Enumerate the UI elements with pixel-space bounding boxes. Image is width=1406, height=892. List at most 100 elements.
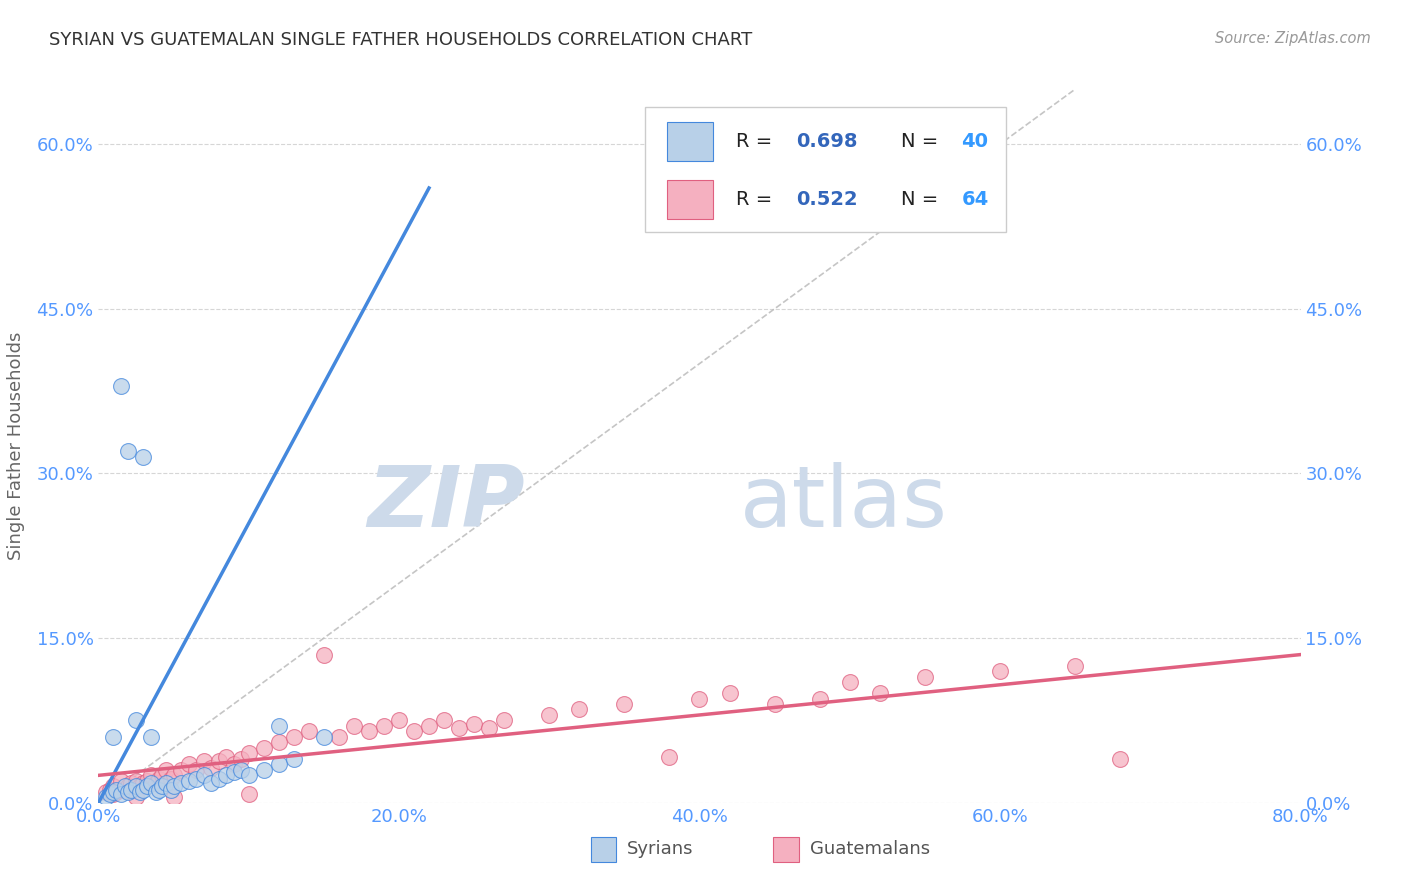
Point bbox=[231, 763, 253, 777]
Point bbox=[215, 749, 238, 764]
Point bbox=[94, 785, 117, 799]
Point bbox=[215, 768, 238, 782]
Point bbox=[155, 763, 177, 777]
Point bbox=[914, 669, 936, 683]
Point bbox=[135, 780, 157, 794]
Point bbox=[162, 768, 184, 782]
Point bbox=[184, 772, 207, 786]
Point bbox=[103, 787, 125, 801]
Point bbox=[238, 787, 260, 801]
Point bbox=[222, 765, 245, 780]
FancyBboxPatch shape bbox=[666, 121, 713, 161]
Point bbox=[110, 773, 132, 788]
Text: Syrians: Syrians bbox=[627, 840, 693, 858]
Text: R =: R = bbox=[735, 190, 778, 210]
Point bbox=[253, 763, 276, 777]
Point bbox=[200, 776, 222, 790]
Point bbox=[145, 776, 167, 790]
Point bbox=[159, 772, 181, 786]
Point bbox=[298, 724, 321, 739]
Point bbox=[125, 790, 148, 805]
Point bbox=[132, 782, 155, 797]
Point bbox=[689, 691, 711, 706]
Point bbox=[139, 730, 162, 744]
Point bbox=[121, 782, 143, 797]
Point bbox=[283, 730, 305, 744]
Point bbox=[208, 754, 231, 768]
Point bbox=[658, 749, 681, 764]
Text: 64: 64 bbox=[962, 190, 988, 210]
Text: N =: N = bbox=[901, 190, 945, 210]
Text: 40: 40 bbox=[962, 132, 988, 151]
Point bbox=[100, 782, 122, 797]
Point bbox=[139, 768, 162, 782]
Point bbox=[283, 752, 305, 766]
Point bbox=[117, 785, 139, 799]
Point bbox=[129, 780, 152, 794]
Point bbox=[613, 697, 636, 711]
Point bbox=[1064, 658, 1087, 673]
Point bbox=[538, 708, 561, 723]
Point bbox=[103, 785, 125, 799]
Point bbox=[238, 747, 260, 761]
Point bbox=[418, 719, 440, 733]
Point bbox=[388, 714, 411, 728]
Text: R =: R = bbox=[735, 132, 778, 151]
Point bbox=[110, 378, 132, 392]
Point bbox=[150, 768, 173, 782]
Point bbox=[114, 782, 136, 797]
Text: 0.698: 0.698 bbox=[796, 132, 858, 151]
Point bbox=[145, 785, 167, 799]
Point bbox=[162, 790, 184, 805]
Point bbox=[117, 780, 139, 794]
Text: atlas: atlas bbox=[740, 461, 948, 545]
Point bbox=[253, 740, 276, 755]
Point bbox=[132, 776, 155, 790]
Point bbox=[312, 648, 335, 662]
Point bbox=[402, 724, 425, 739]
Point bbox=[568, 702, 591, 716]
Point bbox=[343, 719, 366, 733]
Point bbox=[117, 444, 139, 458]
Point bbox=[170, 763, 193, 777]
Point bbox=[222, 757, 245, 772]
Point bbox=[988, 664, 1011, 678]
Point bbox=[328, 730, 350, 744]
Text: Guatemalans: Guatemalans bbox=[810, 840, 929, 858]
Point bbox=[838, 675, 860, 690]
Point bbox=[125, 780, 148, 794]
Point bbox=[114, 780, 136, 794]
Point bbox=[121, 776, 143, 790]
Point bbox=[94, 790, 117, 805]
Point bbox=[208, 772, 231, 786]
Point bbox=[177, 773, 200, 788]
Point bbox=[231, 752, 253, 766]
Point bbox=[478, 721, 501, 735]
Point bbox=[193, 754, 215, 768]
Point bbox=[125, 773, 148, 788]
Point bbox=[718, 686, 741, 700]
Point bbox=[105, 782, 128, 797]
Text: SYRIAN VS GUATEMALAN SINGLE FATHER HOUSEHOLDS CORRELATION CHART: SYRIAN VS GUATEMALAN SINGLE FATHER HOUSE… bbox=[49, 31, 752, 49]
Point bbox=[463, 716, 485, 731]
Point bbox=[763, 697, 786, 711]
Point bbox=[135, 773, 157, 788]
Text: Source: ZipAtlas.com: Source: ZipAtlas.com bbox=[1215, 31, 1371, 46]
Point bbox=[267, 735, 290, 749]
Text: ZIP: ZIP bbox=[367, 461, 526, 545]
Point bbox=[357, 724, 380, 739]
Point bbox=[103, 730, 125, 744]
Point bbox=[148, 772, 170, 786]
Point bbox=[494, 714, 516, 728]
Point bbox=[139, 776, 162, 790]
Point bbox=[150, 780, 173, 794]
Point bbox=[267, 757, 290, 772]
Point bbox=[105, 785, 128, 799]
FancyBboxPatch shape bbox=[645, 107, 1007, 232]
Point bbox=[869, 686, 891, 700]
Point bbox=[177, 757, 200, 772]
Point bbox=[100, 787, 122, 801]
Point bbox=[238, 768, 260, 782]
Point bbox=[132, 450, 155, 464]
Point bbox=[200, 761, 222, 775]
